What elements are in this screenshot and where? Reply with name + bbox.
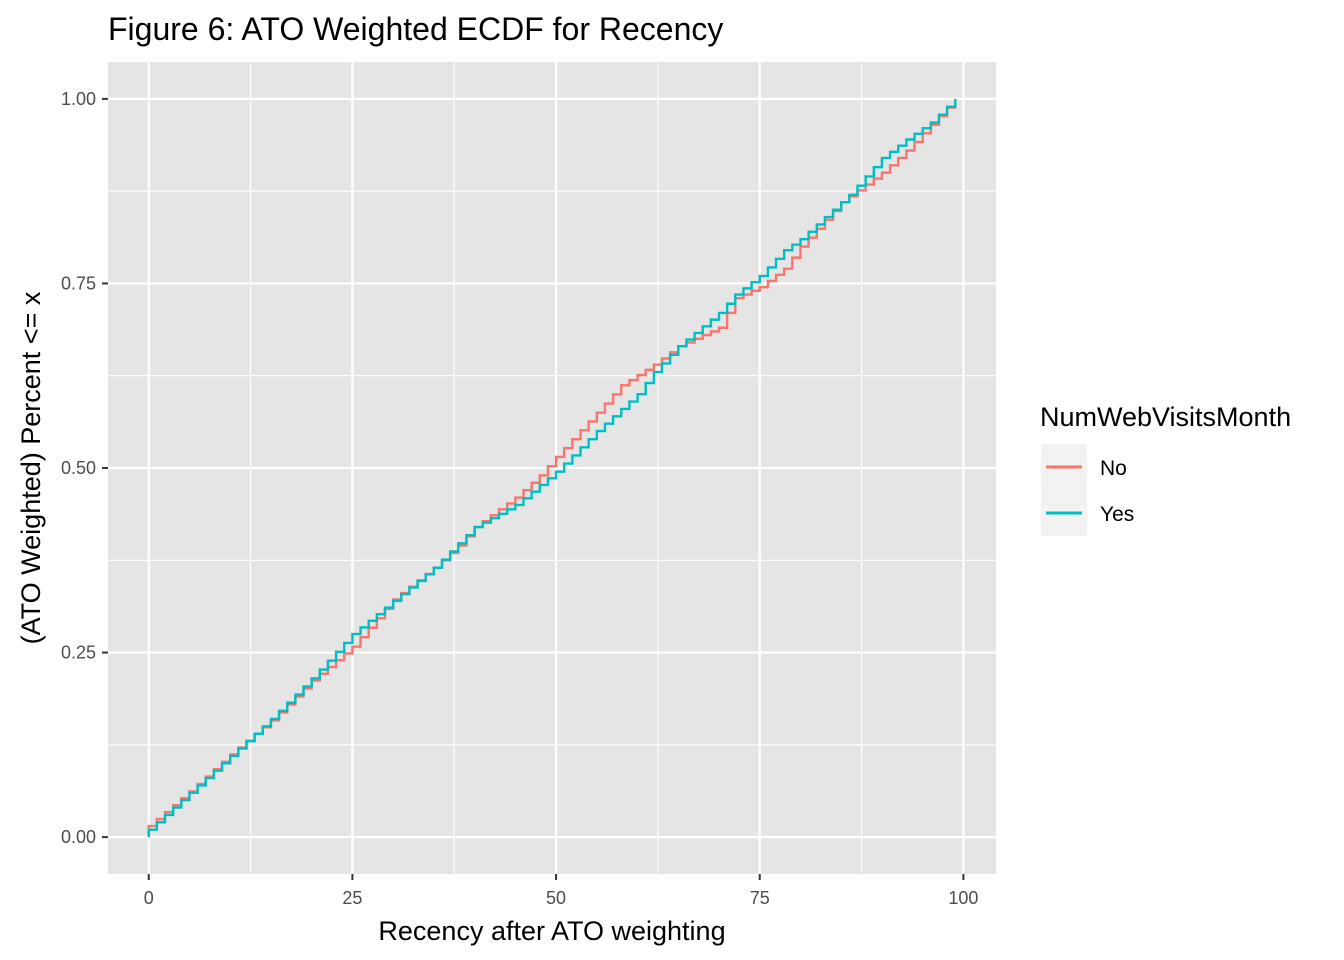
x-axis: 0 25 50 75 100: [144, 874, 978, 908]
y-tick-label: 1.00: [61, 89, 96, 109]
x-tick-label: 25: [342, 888, 362, 908]
y-tick-label: 0.00: [61, 827, 96, 847]
series-line-no: [147, 98, 957, 838]
x-axis-title: Recency after ATO weighting: [378, 916, 725, 946]
chart-title: Figure 6: ATO Weighted ECDF for Recency: [108, 11, 723, 47]
legend-label-yes: Yes: [1100, 503, 1134, 526]
y-axis: 0.00 0.25 0.50 0.75 1.00: [61, 89, 108, 847]
legend: NumWebVisitsMonth No Yes: [1040, 402, 1291, 536]
series-layer: [147, 98, 957, 838]
x-tick-label: 75: [750, 888, 770, 908]
series-line-yes: [147, 98, 957, 838]
x-tick-label: 100: [948, 888, 978, 908]
y-tick-label: 0.50: [61, 458, 96, 478]
legend-title: NumWebVisitsMonth: [1040, 402, 1291, 432]
x-tick-label: 50: [546, 888, 566, 908]
grid-major: [108, 62, 996, 874]
legend-label-no: No: [1100, 457, 1127, 480]
y-tick-label: 0.25: [61, 643, 96, 663]
y-axis-title: (ATO Weighted) Percent <= x: [16, 291, 46, 644]
y-tick-label: 0.75: [61, 273, 96, 293]
x-tick-label: 0: [144, 888, 154, 908]
